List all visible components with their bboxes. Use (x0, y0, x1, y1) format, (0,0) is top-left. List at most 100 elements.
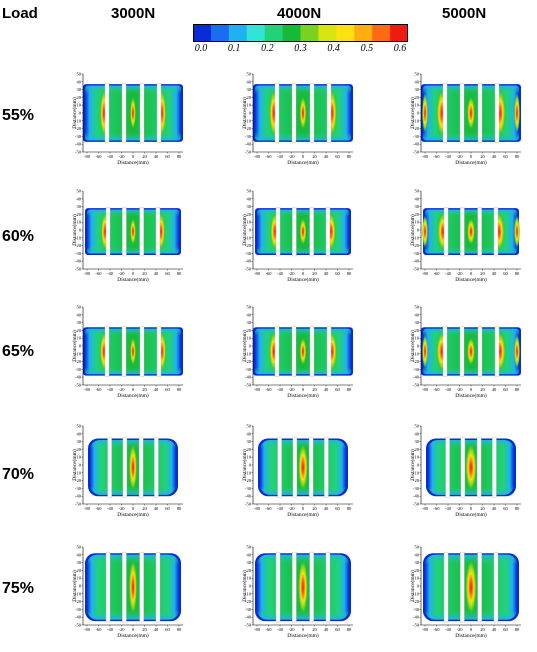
y-tick-label: 10 (247, 455, 252, 460)
x-tick-label: 40 (492, 627, 497, 632)
x-tick-label: 40 (492, 154, 497, 159)
x-tick-label: 20 (142, 506, 147, 511)
y-axis-label: Distance(mm) (241, 330, 248, 362)
x-axis-label: Distance(mm) (117, 632, 149, 639)
y-tick-label: 20 (77, 328, 82, 333)
x-tick-label: -40 (277, 506, 284, 511)
y-tick-label: 40 (77, 312, 82, 317)
row-label-60: 60% (2, 228, 35, 245)
x-tick-label: 40 (154, 154, 159, 159)
y-tick-label: 10 (247, 336, 252, 341)
x-tick-label: 20 (312, 627, 317, 632)
y-tick-label: -30 (75, 251, 82, 256)
y-axis-label: Distance(mm) (409, 97, 416, 129)
y-tick-label: 20 (77, 95, 82, 100)
row-axis-header: Load (2, 5, 38, 22)
y-tick-label: -20 (413, 599, 420, 604)
y-tick-label: -10 (75, 470, 82, 475)
x-tick-label: 0 (132, 627, 135, 632)
x-tick-label: -60 (434, 271, 441, 276)
y-axis-label: Distance(mm) (241, 97, 248, 129)
heatmap-panel: 50 40 30 20 10 0 -10 -20 -30 -40 -50 -80 -60 -40 -20 0 2… (241, 305, 357, 412)
y-tick-label: 50 (415, 424, 420, 429)
x-tick-label: -20 (119, 271, 126, 276)
y-tick-label: 0 (79, 584, 82, 589)
y-tick-label: 0 (79, 344, 82, 349)
colorbar-tick-label: 0.4 (327, 43, 340, 54)
x-tick-label: 80 (515, 506, 520, 511)
x-tick-label: 80 (515, 387, 520, 392)
y-tick-label: 50 (77, 305, 82, 310)
y-tick-label: -40 (413, 615, 420, 620)
x-tick-label: -20 (457, 506, 464, 511)
x-tick-label: 20 (480, 506, 485, 511)
y-tick-label: -40 (413, 494, 420, 499)
y-tick-label: -10 (413, 470, 420, 475)
x-tick-label: -80 (422, 154, 429, 159)
x-tick-label: -80 (254, 154, 261, 159)
y-tick-label: 20 (247, 212, 252, 217)
tread-groove (324, 437, 329, 498)
tread-groove (309, 552, 314, 623)
y-tick-label: -40 (75, 494, 82, 499)
x-axis-label: Distance(mm) (117, 276, 149, 283)
x-tick-label: 60 (165, 271, 170, 276)
x-tick-label: -20 (457, 154, 464, 159)
y-tick-label: 50 (77, 545, 82, 550)
x-tick-label: 0 (470, 627, 473, 632)
y-tick-label: -20 (75, 478, 82, 483)
heatmap-panel: 50 40 30 20 10 0 -10 -20 -30 -40 -50 -80 -60 -40 -20 0 2… (409, 545, 525, 652)
y-tick-label: -50 (75, 267, 82, 272)
tread-groove (309, 326, 315, 377)
y-tick-label: 30 (247, 560, 252, 565)
x-tick-label: 0 (470, 154, 473, 159)
y-tick-label: 30 (415, 560, 420, 565)
y-tick-label: 10 (415, 455, 420, 460)
tread-groove (122, 437, 128, 498)
y-tick-label: 40 (77, 79, 82, 84)
tread-groove (494, 82, 500, 144)
x-tick-label: 60 (335, 506, 340, 511)
y-tick-label: 40 (247, 431, 252, 436)
x-tick-label: 60 (165, 506, 170, 511)
x-tick-label: -40 (445, 387, 452, 392)
x-tick-label: -40 (107, 506, 114, 511)
y-tick-label: 30 (415, 439, 420, 444)
x-tick-label: 80 (177, 387, 182, 392)
x-tick-label: -40 (107, 627, 114, 632)
colorbar-tick-label: 0.5 (360, 43, 374, 54)
pressure-hotspot (298, 443, 308, 492)
y-tick-label: 20 (415, 95, 420, 100)
tread-groove (156, 82, 162, 144)
y-axis-label: Distance(mm) (241, 570, 248, 602)
tread-groove (154, 437, 159, 498)
pressure-hotspot (130, 96, 136, 130)
y-tick-label: 50 (247, 545, 252, 550)
heatmap-panel: 50 40 30 20 10 0 -10 -20 -30 -40 -50 -80 -60 -40 -20 0 2… (71, 545, 187, 652)
x-tick-label: -80 (422, 271, 429, 276)
y-tick-label: 40 (77, 196, 82, 201)
tread-groove (291, 326, 297, 377)
y-tick-label: 50 (247, 189, 252, 194)
y-tick-label: 20 (77, 447, 82, 452)
y-tick-label: -10 (245, 235, 252, 240)
x-tick-label: -80 (254, 506, 261, 511)
x-tick-label: -60 (96, 387, 103, 392)
y-tick-label: -30 (75, 134, 82, 139)
x-tick-label: -60 (434, 627, 441, 632)
y-tick-label: 10 (77, 220, 82, 225)
y-tick-label: 40 (415, 431, 420, 436)
y-tick-label: -10 (245, 351, 252, 356)
pressure-hotspot (128, 443, 138, 492)
y-tick-label: 30 (415, 87, 420, 92)
x-tick-label: -40 (277, 387, 284, 392)
y-tick-label: -10 (413, 351, 420, 356)
y-tick-label: 10 (247, 103, 252, 108)
x-axis-label: Distance(mm) (287, 159, 319, 166)
x-tick-label: 0 (470, 271, 473, 276)
colorbar-tick-label: 0.6 (393, 43, 407, 54)
x-axis-label: Distance(mm) (455, 276, 487, 283)
x-tick-label: 0 (470, 506, 473, 511)
y-tick-label: -50 (75, 623, 82, 628)
y-tick-label: 40 (77, 431, 82, 436)
